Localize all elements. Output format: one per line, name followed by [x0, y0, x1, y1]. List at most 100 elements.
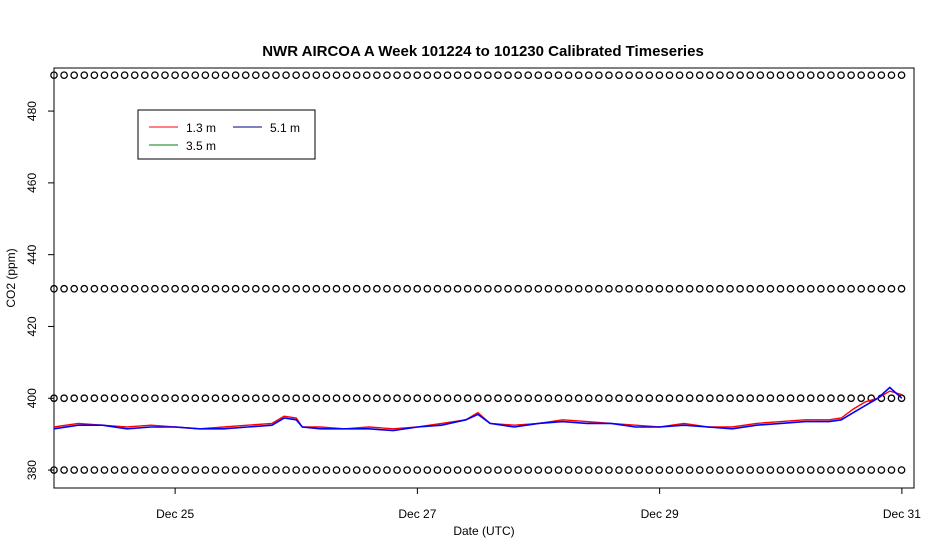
calibration-point: [161, 71, 169, 80]
calibration-point: [705, 71, 714, 80]
calibration-point: [211, 394, 220, 403]
calibration-point: [837, 466, 845, 474]
calibration-point: [736, 466, 744, 474]
calibration-point: [70, 466, 79, 474]
calibration-point: [736, 71, 744, 80]
calibration-point: [635, 394, 644, 403]
calibration-point: [60, 284, 68, 293]
calibration-point: [827, 466, 835, 474]
calibration-point: [130, 284, 139, 293]
calibration-point: [887, 466, 896, 474]
calibration-point: [161, 284, 169, 293]
calibration-point: [766, 394, 775, 403]
calibration-point: [524, 466, 533, 474]
calibration-point: [605, 284, 613, 293]
calibration-point: [665, 394, 674, 403]
calibration-point: [312, 284, 321, 293]
calibration-point: [231, 466, 240, 474]
calibration-point: [373, 466, 381, 474]
calibration-point: [877, 284, 886, 293]
calibration-point: [151, 284, 159, 293]
calibration-point: [352, 394, 361, 403]
calibration-point: [584, 466, 593, 474]
calibration-point: [50, 466, 58, 474]
calibration-point: [110, 284, 119, 293]
calibration-point: [110, 466, 119, 474]
calibration-point: [151, 394, 159, 403]
calibration-point: [332, 466, 341, 474]
calibration-point: [685, 284, 694, 293]
calibration-point: [302, 71, 311, 80]
calibration-point: [332, 394, 341, 403]
calibration-point: [413, 394, 422, 403]
calibration-point: [262, 466, 270, 474]
calibration-point: [463, 466, 472, 474]
calibration-point: [655, 284, 664, 293]
calibration-point: [574, 466, 583, 474]
calibration-point: [675, 466, 684, 474]
calibration-point: [595, 466, 603, 474]
calibration-point: [70, 284, 79, 293]
calibration-point: [403, 394, 411, 403]
calibration-point: [231, 284, 240, 293]
calibration-point: [504, 394, 512, 403]
calibration-point: [302, 284, 311, 293]
calibration-point: [60, 394, 68, 403]
x-tick-label: Dec 29: [641, 507, 679, 521]
calibration-point: [423, 466, 432, 474]
calibration-point: [625, 71, 633, 80]
calibration-point: [322, 394, 331, 403]
calibration-point: [897, 71, 906, 80]
calibration-point: [665, 466, 674, 474]
calibration-point: [342, 71, 351, 80]
calibration-point: [312, 466, 321, 474]
calibration-point: [716, 284, 724, 293]
calibration-point: [50, 284, 58, 293]
calibration-point: [716, 466, 724, 474]
calibration-point: [726, 284, 734, 293]
x-tick-label: Dec 25: [156, 507, 194, 521]
calibration-point: [827, 284, 835, 293]
calibration-point: [453, 394, 462, 403]
calibration-point: [221, 284, 230, 293]
calibration-point: [645, 284, 654, 293]
calibration-point: [645, 466, 654, 474]
calibration-point: [171, 71, 179, 80]
calibration-point: [292, 284, 301, 293]
calibration-point: [221, 394, 230, 403]
calibration-point: [90, 71, 99, 80]
y-tick-label: 460: [25, 173, 39, 193]
calibration-point: [433, 71, 442, 80]
calibration-point: [635, 466, 644, 474]
calibration-point: [211, 284, 220, 293]
calibration-point: [494, 284, 502, 293]
calibration-point: [292, 466, 301, 474]
calibration-point: [665, 284, 674, 293]
calibration-point: [605, 466, 613, 474]
legend-label-5-1m: 5.1 m: [270, 121, 300, 135]
y-tick-label: 440: [25, 244, 39, 264]
calibration-point: [60, 466, 68, 474]
calibration-point: [806, 466, 815, 474]
calibration-point: [352, 466, 361, 474]
calibration-point: [857, 71, 866, 80]
calibration-point: [736, 284, 744, 293]
axes-layer: Dec 25 Dec 27 Dec 29 Dec 31 380 400 420 440 460 4…: [25, 101, 921, 521]
calibration-point: [383, 466, 391, 474]
calibration-point: [705, 394, 714, 403]
calibration-point: [857, 466, 866, 474]
calibration-point: [574, 284, 583, 293]
x-tick-label: Dec 31: [883, 507, 921, 521]
calibration-point: [554, 284, 563, 293]
calibration-point: [211, 71, 220, 80]
calibration-point: [423, 394, 432, 403]
calibration-point: [595, 71, 603, 80]
calibration-point: [806, 71, 815, 80]
calibration-point: [282, 284, 290, 293]
calibration-point: [171, 284, 179, 293]
calibration-point: [251, 71, 260, 80]
calibration-point: [272, 284, 280, 293]
calibration-point: [423, 284, 432, 293]
calibration-point: [70, 394, 79, 403]
calibration-point: [473, 284, 482, 293]
